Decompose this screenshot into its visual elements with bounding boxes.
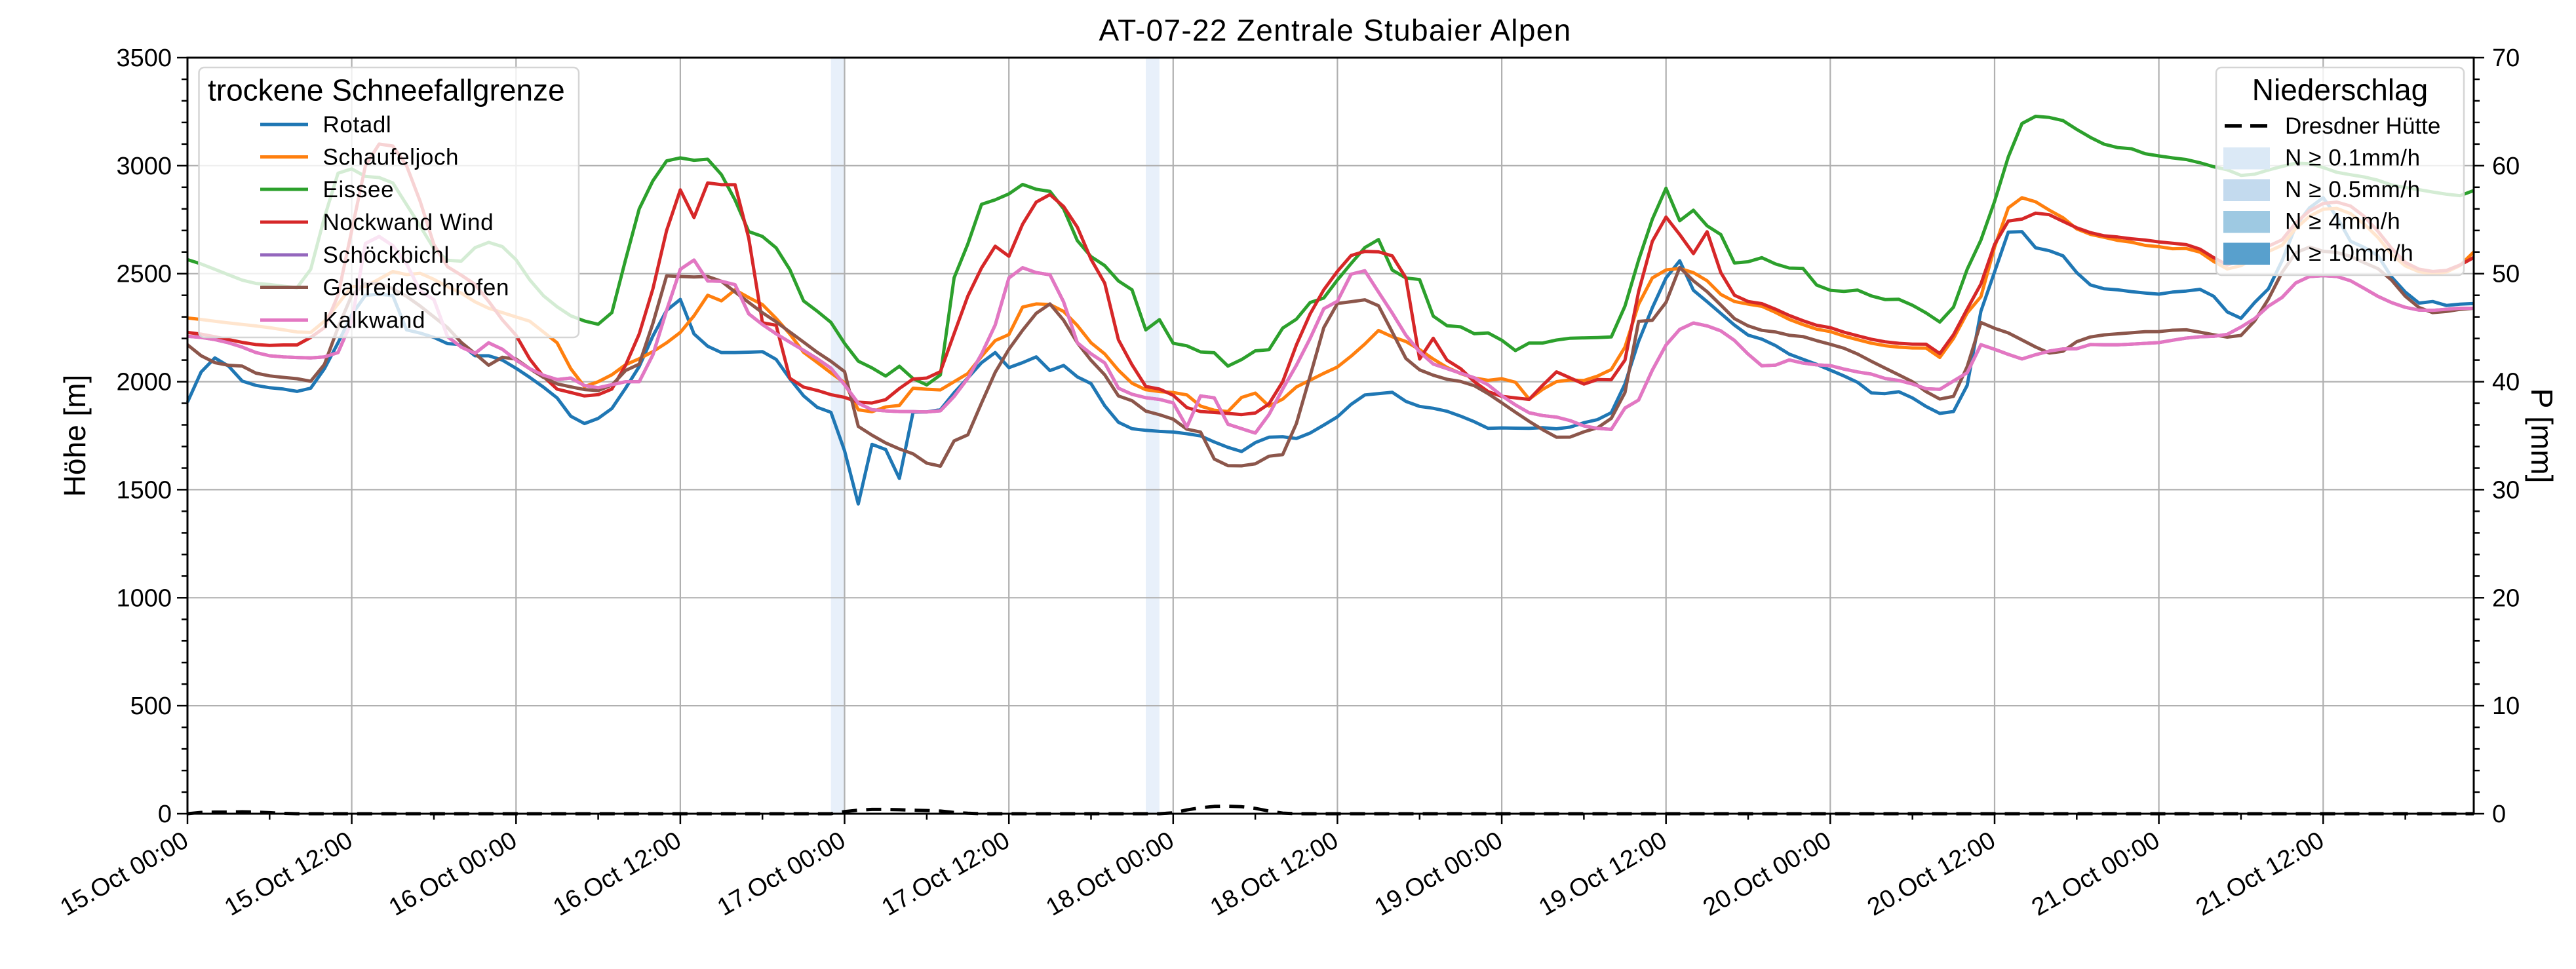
svg-text:3500: 3500 (116, 45, 172, 72)
svg-text:1000: 1000 (116, 584, 172, 612)
svg-text:Schaufeljoch: Schaufeljoch (323, 145, 459, 170)
svg-text:10: 10 (2492, 693, 2520, 720)
svg-text:0: 0 (2492, 801, 2506, 828)
svg-text:40: 40 (2492, 369, 2520, 396)
svg-text:20: 20 (2492, 584, 2520, 612)
svg-text:Eissee: Eissee (323, 177, 395, 202)
svg-text:Gallreideschrofen: Gallreideschrofen (323, 275, 510, 301)
svg-text:3000: 3000 (116, 153, 172, 180)
svg-text:70: 70 (2492, 45, 2520, 72)
svg-text:2000: 2000 (116, 369, 172, 396)
svg-text:Kalkwand: Kalkwand (323, 308, 426, 333)
svg-text:30: 30 (2492, 476, 2520, 504)
svg-text:Nockwand Wind: Nockwand Wind (323, 210, 494, 235)
svg-text:trockene Schneefallgrenze: trockene Schneefallgrenze (208, 73, 565, 107)
svg-text:N ≥ 10mm/h: N ≥ 10mm/h (2285, 240, 2413, 266)
svg-text:N ≥ 0.5mm/h: N ≥ 0.5mm/h (2285, 177, 2421, 202)
svg-text:500: 500 (130, 693, 172, 720)
svg-text:Niederschlag: Niederschlag (2252, 73, 2428, 107)
svg-text:N ≥ 4mm/h: N ≥ 4mm/h (2285, 209, 2400, 235)
svg-text:AT-07-22 Zentrale Stubaier Alp: AT-07-22 Zentrale Stubaier Alpen (1099, 13, 1572, 47)
svg-text:2500: 2500 (116, 261, 172, 288)
svg-text:Dresdner Hütte: Dresdner Hütte (2285, 113, 2440, 139)
svg-text:60: 60 (2492, 153, 2520, 180)
svg-text:Höhe [m]: Höhe [m] (58, 375, 92, 497)
svg-text:N ≥ 0.1mm/h: N ≥ 0.1mm/h (2285, 145, 2421, 171)
svg-text:1500: 1500 (116, 476, 172, 504)
svg-text:P [mm]: P [mm] (2525, 389, 2559, 484)
svg-text:Rotadl: Rotadl (323, 112, 392, 138)
svg-text:Schöckbichl: Schöckbichl (323, 242, 450, 268)
svg-text:0: 0 (158, 801, 172, 828)
svg-text:50: 50 (2492, 261, 2520, 288)
